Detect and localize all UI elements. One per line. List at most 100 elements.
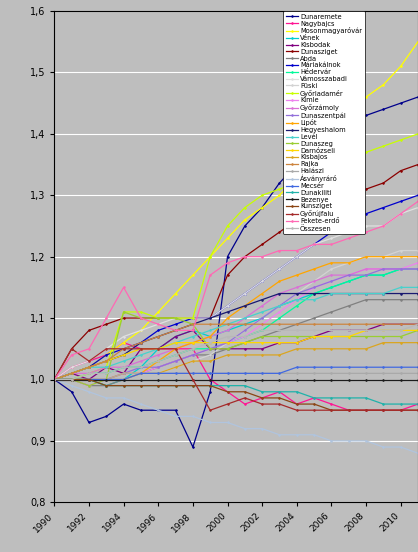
Püski [260, 315, 265, 321]
Vének [329, 284, 334, 291]
Győrzámoly [242, 315, 247, 321]
Máriakálnok [398, 198, 403, 205]
Dunaszentpál [381, 266, 386, 272]
Bezenye [260, 376, 265, 383]
Kisbodak [294, 339, 299, 346]
Vámosszabadi [260, 278, 265, 285]
Kisbodak [121, 370, 126, 376]
Mosonmagyaróvár [260, 204, 265, 211]
Győrzámoly [260, 302, 265, 309]
Dunakiliti [294, 389, 299, 395]
Dunaszentpál [398, 266, 403, 272]
Győrújfalu [225, 401, 230, 407]
Dunasziget [190, 315, 195, 321]
Fekete-erdő [87, 346, 92, 352]
Levél [190, 333, 195, 340]
Dunakiliti [346, 395, 351, 401]
Dunaremete [277, 179, 282, 186]
Abda [364, 296, 369, 303]
Halászi [121, 370, 126, 376]
Kisbajos [208, 358, 213, 364]
Abda [294, 321, 299, 327]
Levél [156, 346, 161, 352]
Abda [52, 376, 57, 383]
Győrladamér [415, 131, 418, 137]
Fekete-erdő [121, 284, 126, 291]
Levél [329, 290, 334, 297]
Győrújfalu [121, 346, 126, 352]
Összesen [311, 327, 316, 333]
Nagybajcs [208, 376, 213, 383]
Ásványráró [329, 438, 334, 444]
Bezenye [415, 376, 418, 383]
Püski [415, 247, 418, 254]
Fekete-erdő [173, 327, 178, 333]
Hédervár [190, 346, 195, 352]
Abda [208, 352, 213, 358]
Bezenye [346, 376, 351, 383]
Darnózseli [260, 339, 265, 346]
Kisbajos [104, 376, 109, 383]
Kisbodak [277, 339, 282, 346]
Győrújfalu [190, 376, 195, 383]
Fekete-erdő [208, 272, 213, 278]
Fekete-erdő [346, 235, 351, 242]
Győrújfalu [138, 346, 143, 352]
Line: Fekete-erdő: Fekete-erdő [53, 200, 418, 381]
Dunasziget [294, 216, 299, 223]
Nagybajcs [329, 401, 334, 407]
Levél [398, 284, 403, 291]
Dunasziget [104, 321, 109, 327]
Kisbajos [52, 376, 57, 383]
Hédervár [104, 370, 109, 376]
Kisbajos [225, 352, 230, 358]
Dunakiliti [52, 376, 57, 383]
Ásványráró [346, 438, 351, 444]
Dunaszentpál [87, 376, 92, 383]
Lipót [156, 358, 161, 364]
Győrladamér [173, 315, 178, 321]
Line: Dunasziget: Dunasziget [53, 163, 418, 381]
Püski [242, 327, 247, 333]
Mosonmagyaróvár [190, 272, 195, 278]
Vámosszabadi [87, 358, 92, 364]
Összesen [294, 327, 299, 333]
Összesen [190, 346, 195, 352]
Vámosszabadi [242, 290, 247, 297]
Nagybajcs [69, 364, 74, 370]
Győrladamér [87, 370, 92, 376]
Győrzámoly [208, 333, 213, 340]
Győrladamér [138, 309, 143, 315]
Hegyeshalom [156, 333, 161, 340]
Vének [381, 272, 386, 278]
Halászi [156, 370, 161, 376]
Halászi [52, 376, 57, 383]
Abda [329, 309, 334, 315]
Győrújfalu [208, 407, 213, 413]
Máriakálnok [242, 290, 247, 297]
Püski [87, 376, 92, 383]
Máriakálnok [156, 327, 161, 333]
Halászi [260, 370, 265, 376]
Kisbajos [398, 339, 403, 346]
Vének [225, 327, 230, 333]
Abda [69, 376, 74, 383]
Nagybajcs [225, 389, 230, 395]
Győrújfalu [87, 358, 92, 364]
Levél [260, 309, 265, 315]
Győrladamér [69, 376, 74, 383]
Püski [346, 259, 351, 266]
Kisbodak [311, 333, 316, 340]
Vének [104, 383, 109, 389]
Halászi [415, 370, 418, 376]
Máriakálnok [87, 364, 92, 370]
Összesen [242, 333, 247, 340]
Kunsziget [415, 407, 418, 413]
Összesen [138, 364, 143, 370]
Mecsér [69, 376, 74, 383]
Győrzámoly [398, 266, 403, 272]
Rajka [69, 370, 74, 376]
Ásványráró [277, 432, 282, 438]
Halászi [87, 376, 92, 383]
Győrladamér [294, 179, 299, 186]
